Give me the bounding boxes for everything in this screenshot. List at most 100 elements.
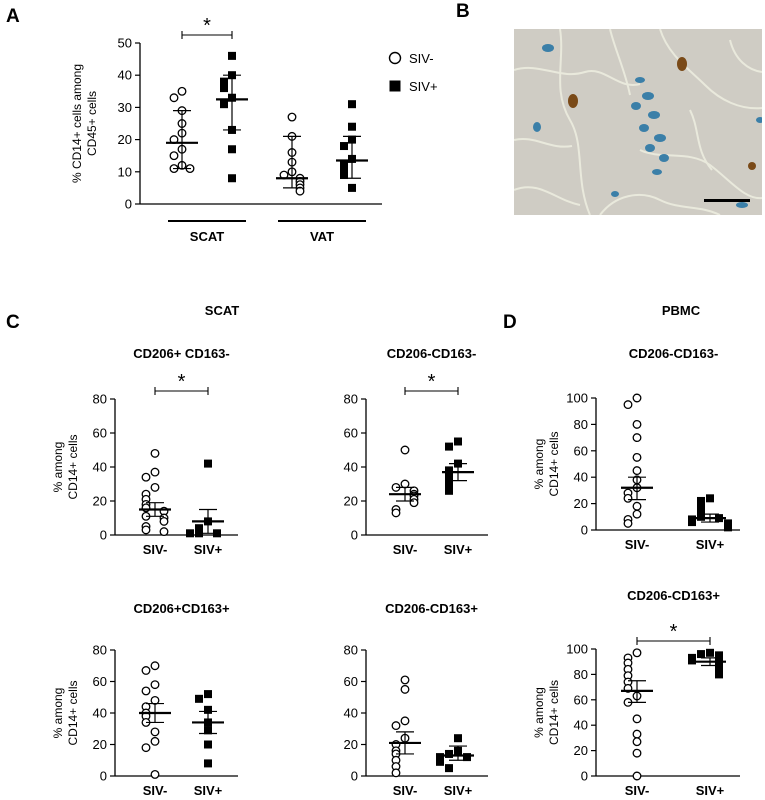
data-point <box>204 759 212 768</box>
x-tick-label: SIV- <box>393 542 418 557</box>
data-point <box>391 768 401 778</box>
x-tick-label: SIV- <box>393 783 418 798</box>
data-point <box>623 493 633 503</box>
data-point <box>220 84 228 93</box>
data-point <box>186 529 194 538</box>
y-axis-label: % among <box>51 688 65 739</box>
y-axis-label: CD45+ cells <box>85 91 99 156</box>
panel-letter-b: B <box>456 1 470 22</box>
data-point <box>632 648 642 658</box>
data-point <box>391 508 401 518</box>
y-axis-label: % among <box>532 687 546 738</box>
data-point <box>632 714 642 724</box>
data-point <box>409 498 419 508</box>
y-tick-label: 20 <box>93 737 107 752</box>
significance-label: * <box>203 15 211 37</box>
legend-marker <box>388 51 402 65</box>
y-tick-label: 20 <box>574 743 588 758</box>
y-axis-label: CD14+ cells <box>66 680 80 745</box>
group-label: SCAT <box>190 229 224 244</box>
data-point <box>195 524 203 533</box>
data-point <box>228 51 236 60</box>
data-point <box>150 727 160 737</box>
data-point <box>204 459 212 468</box>
x-tick-label: SIV- <box>625 537 650 552</box>
chart-title: CD206+CD163+ <box>133 601 230 616</box>
y-tick-label: 40 <box>93 460 107 475</box>
y-tick-label: 40 <box>344 706 358 721</box>
data-point <box>706 648 714 657</box>
data-point <box>623 400 633 410</box>
data-point <box>715 670 723 679</box>
data-point <box>204 690 212 699</box>
data-point <box>150 448 160 458</box>
x-tick-label: SIV+ <box>696 783 725 798</box>
data-point <box>632 501 642 511</box>
panel-letter-c: C <box>6 312 20 333</box>
data-point <box>340 142 348 151</box>
y-tick-label: 40 <box>118 68 132 83</box>
y-tick-label: 0 <box>351 769 358 784</box>
y-tick-label: 0 <box>351 528 358 543</box>
y-tick-label: 20 <box>118 132 132 147</box>
y-tick-label: 60 <box>344 426 358 441</box>
legend-marker <box>389 80 401 92</box>
data-point <box>141 743 151 753</box>
y-tick-label: 60 <box>93 674 107 689</box>
data-point <box>436 757 444 766</box>
data-point <box>632 748 642 758</box>
y-tick-label: 0 <box>125 197 132 212</box>
data-point <box>141 686 151 696</box>
data-point <box>445 486 453 495</box>
data-point <box>141 666 151 675</box>
chart-title: CD206-CD163+ <box>627 588 720 603</box>
data-point <box>632 737 642 747</box>
data-point <box>632 771 642 781</box>
data-point <box>724 523 732 532</box>
panel-letter-a: A <box>6 6 20 27</box>
data-point <box>169 151 179 161</box>
data-point <box>632 729 642 739</box>
y-tick-label: 80 <box>574 417 588 432</box>
data-point <box>445 749 453 758</box>
data-point <box>348 100 356 109</box>
legend-label: SIV+ <box>409 79 438 94</box>
data-point <box>400 675 410 685</box>
data-point <box>204 705 212 714</box>
data-point <box>150 467 160 477</box>
y-tick-label: 60 <box>574 692 588 707</box>
data-point <box>220 77 228 86</box>
data-point <box>632 452 642 462</box>
data-point <box>400 445 410 455</box>
y-tick-label: 100 <box>566 391 588 406</box>
y-axis-label: % CD14+ cells among <box>70 64 84 183</box>
data-point <box>340 161 348 170</box>
data-point <box>228 145 236 154</box>
histology-micrograph <box>514 29 762 215</box>
y-tick-label: 80 <box>344 392 358 407</box>
y-tick-label: 20 <box>344 494 358 509</box>
x-tick-label: SIV- <box>143 542 168 557</box>
y-tick-label: 0 <box>100 769 107 784</box>
y-tick-label: 40 <box>574 718 588 733</box>
x-tick-label: SIV- <box>625 783 650 798</box>
y-axis-label: % among <box>51 442 65 493</box>
data-point <box>348 122 356 131</box>
data-point <box>159 516 169 526</box>
data-point <box>348 183 356 192</box>
y-tick-label: 40 <box>344 460 358 475</box>
section-title-pbmc: PBMC <box>662 303 701 318</box>
data-point <box>400 684 410 694</box>
y-tick-label: 20 <box>93 494 107 509</box>
y-tick-label: 0 <box>581 769 588 784</box>
data-point <box>632 393 642 403</box>
data-point <box>445 473 453 482</box>
chart-c3: CD206+CD163+ 0 20 40 60 80 % among CD14+ cells S… <box>51 601 238 798</box>
data-point <box>688 656 696 665</box>
significance-label: * <box>428 371 436 393</box>
data-point <box>141 525 151 535</box>
chart-d1: CD206-CD163- 0 20 40 60 80 100 % among CD14+ cel… <box>532 346 740 552</box>
data-point <box>169 93 179 103</box>
y-tick-label: 60 <box>574 443 588 458</box>
data-point <box>623 518 633 528</box>
